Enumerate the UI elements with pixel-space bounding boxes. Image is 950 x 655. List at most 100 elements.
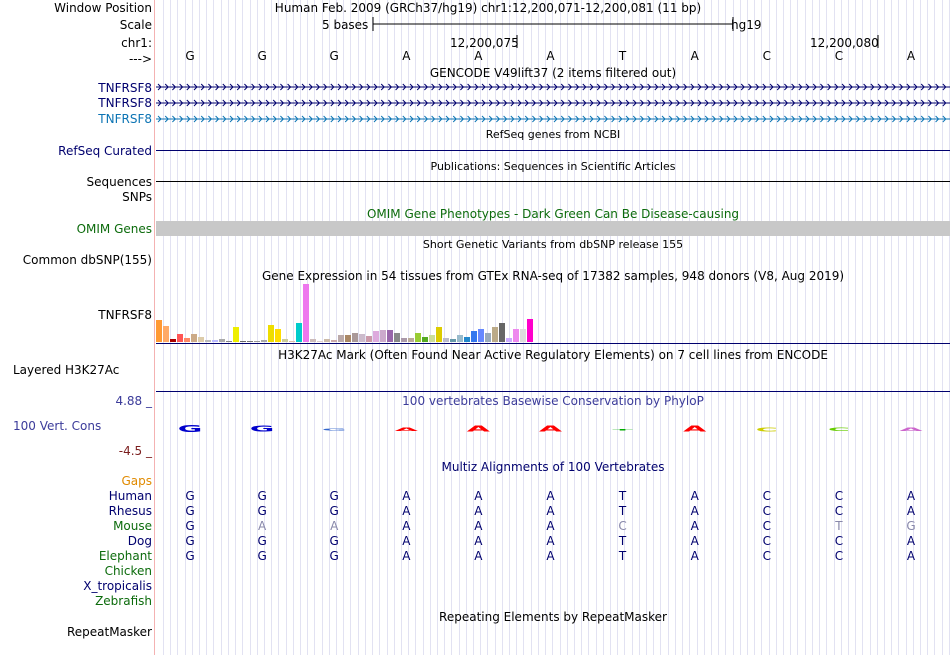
alignment-base: A xyxy=(690,489,699,503)
gridline xyxy=(812,0,813,655)
sequences-track-label[interactable]: Sequences xyxy=(86,175,152,189)
gtex-tissue-bar xyxy=(422,337,428,342)
gencode-strand-chevron xyxy=(856,99,861,107)
gencode-strand-chevron xyxy=(928,99,933,107)
h3k27ac-track-label[interactable]: Layered H3K27Ac xyxy=(13,363,120,377)
gtex-tissue-bar xyxy=(387,330,393,342)
gridline xyxy=(834,0,835,655)
gencode-strand-chevron xyxy=(690,115,695,123)
gencode-strand-chevron xyxy=(460,115,465,123)
alignment-base: C xyxy=(762,504,771,518)
alignment-base: A xyxy=(906,504,916,518)
gencode-strand-chevron xyxy=(524,115,529,123)
gridline xyxy=(206,0,207,655)
gridline xyxy=(177,0,178,655)
gencode-strand-chevron xyxy=(661,99,666,107)
gencode-strand-chevron xyxy=(755,83,760,91)
gencode-strand-chevron xyxy=(661,115,666,123)
gridline xyxy=(610,0,611,655)
gencode-strand-chevron xyxy=(388,99,393,107)
gencode-strand-chevron xyxy=(942,99,947,107)
snps-track-label[interactable]: SNPs xyxy=(122,190,152,204)
gencode-strand-chevron xyxy=(798,115,803,123)
gencode-strand-chevron xyxy=(316,99,321,107)
gridline xyxy=(358,0,359,655)
alignment-base: G xyxy=(185,534,195,548)
gencode-strand-chevron xyxy=(877,115,882,123)
refseq-gene-line[interactable] xyxy=(156,150,950,151)
gtex-tissue-bar xyxy=(457,335,463,342)
gridline xyxy=(877,0,878,655)
dbsnp-track-label[interactable]: Common dbSNP(155) xyxy=(22,253,152,267)
omim-track-label[interactable]: OMIM Genes xyxy=(76,222,152,236)
gtex-gene-line[interactable] xyxy=(156,343,950,344)
gencode-strand-chevron xyxy=(755,99,760,107)
gencode-label-1[interactable]: TNFRSF8 xyxy=(98,81,152,95)
gencode-strand-chevron xyxy=(481,99,486,107)
gridline xyxy=(826,0,827,655)
gencode-strand-chevron xyxy=(719,83,724,91)
species-label[interactable]: X_tropicalis xyxy=(83,579,152,593)
gridline xyxy=(870,0,871,655)
gencode-strand-chevron xyxy=(877,83,882,91)
gridline xyxy=(769,0,770,655)
alignment-base: G xyxy=(185,489,195,503)
gencode-strand-chevron xyxy=(359,83,364,91)
gridline xyxy=(841,0,842,655)
species-label[interactable]: Chicken xyxy=(104,564,152,578)
gencode-strand-chevron xyxy=(352,99,357,107)
gencode-label-2[interactable]: TNFRSF8 xyxy=(98,96,152,110)
gtex-tissue-bar xyxy=(191,334,197,342)
gencode-strand-chevron xyxy=(618,115,623,123)
gtex-track-label[interactable]: TNFRSF8 xyxy=(98,308,152,322)
alignment-base: G xyxy=(185,549,195,563)
gencode-strand-chevron xyxy=(524,99,529,107)
species-label[interactable]: Elephant xyxy=(98,549,152,563)
refseq-track-label[interactable]: RefSeq Curated xyxy=(58,144,152,158)
track-data-area[interactable]: Human Feb. 2009 (GRCh37/hg19) chr1:12,20… xyxy=(156,0,950,655)
gencode-strand-chevron xyxy=(611,115,616,123)
gencode-strand-chevron xyxy=(222,99,227,107)
phylop-track-label[interactable]: 100 Vert. Cons xyxy=(13,419,102,433)
gencode-strand-chevron xyxy=(373,83,378,91)
gencode-strand-chevron xyxy=(186,83,191,91)
gridline xyxy=(624,0,625,655)
alignment-base: T xyxy=(618,504,627,518)
gencode-strand-chevron xyxy=(452,83,457,91)
gtex-tissue-bar xyxy=(156,320,162,342)
species-label[interactable]: Dog xyxy=(127,534,152,548)
gencode-strand-chevron xyxy=(870,83,875,91)
gridline xyxy=(242,0,243,655)
omim-gene-block[interactable] xyxy=(156,221,950,236)
gridline xyxy=(617,0,618,655)
gencode-strand-chevron xyxy=(632,83,637,91)
gridline xyxy=(336,0,337,655)
species-label[interactable]: Human xyxy=(108,489,152,503)
gtex-tissue-bar xyxy=(394,333,400,342)
gtex-tissue-bar xyxy=(247,341,253,342)
gencode-strand-chevron xyxy=(690,99,695,107)
gtex-tissue-bar xyxy=(317,341,323,342)
species-label[interactable]: Mouse xyxy=(113,519,152,533)
gencode-strand-chevron xyxy=(632,115,637,123)
gencode-strand-chevron xyxy=(668,99,673,107)
gencode-strand-chevron xyxy=(560,83,565,91)
gtex-bar-chart[interactable] xyxy=(156,0,950,350)
gencode-label-3[interactable]: TNFRSF8 xyxy=(98,112,152,126)
alignment-base: C xyxy=(762,534,771,548)
species-label[interactable]: Rhesus xyxy=(108,504,152,518)
gridline xyxy=(322,0,323,655)
gtex-tissue-bar xyxy=(310,339,316,342)
repeatmasker-track-label[interactable]: RepeatMasker xyxy=(66,625,152,639)
gencode-strand-chevron xyxy=(301,115,306,123)
gencode-strand-chevron xyxy=(294,83,299,91)
gencode-gene-graphics[interactable] xyxy=(156,0,950,130)
gencode-strand-chevron xyxy=(215,83,220,91)
species-label[interactable]: Zebrafish xyxy=(95,594,152,608)
gridline xyxy=(487,0,488,655)
gencode-strand-chevron xyxy=(258,99,263,107)
gencode-strand-chevron xyxy=(186,99,191,107)
gridline xyxy=(401,0,402,655)
gencode-strand-chevron xyxy=(884,99,889,107)
